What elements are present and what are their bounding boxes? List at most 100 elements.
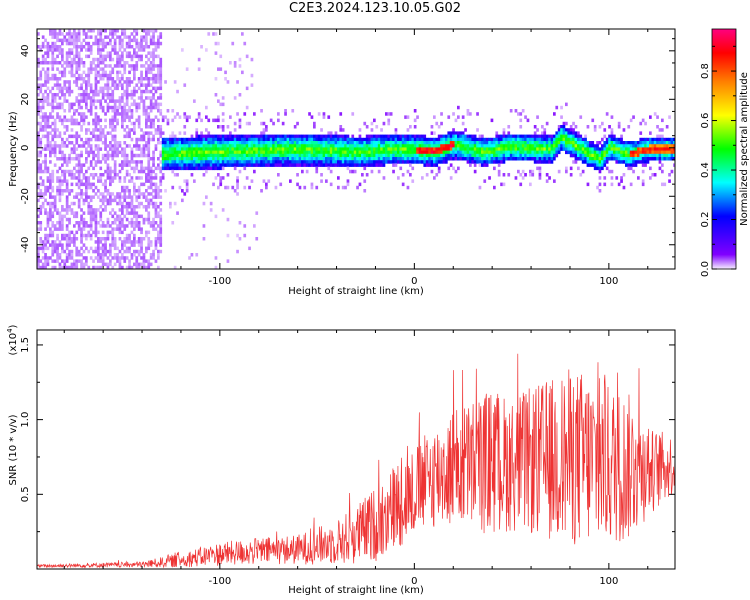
spectrogram-cell — [73, 176, 76, 180]
spectrogram-cell — [440, 134, 443, 139]
spectrogram-cell — [159, 67, 163, 71]
spectrogram-cell — [603, 134, 607, 139]
spectrogram-cell — [658, 153, 662, 158]
spectrogram-cell — [425, 160, 429, 164]
spectrogram-cell — [123, 163, 127, 167]
spectrogram-cell — [75, 134, 79, 139]
spectrogram-cell — [109, 51, 112, 55]
spectrogram-cell — [207, 147, 211, 151]
spectrogram-cell — [327, 166, 331, 171]
spectrogram-cell — [37, 57, 40, 62]
spectrogram-cell — [411, 147, 415, 151]
spectrogram-cell — [255, 147, 259, 151]
spectrogram-cell — [478, 144, 482, 148]
spectrogram-cell — [641, 169, 645, 174]
spectrogram-cell — [365, 173, 369, 177]
spectrogram-cell — [89, 144, 93, 148]
spectrogram-cell — [68, 41, 71, 46]
spectrogram-cell — [101, 259, 105, 263]
spectrogram-cell — [421, 157, 424, 161]
spectrogram-cell — [445, 144, 448, 148]
spectrogram-cell — [577, 166, 580, 171]
spectrogram-cell — [58, 256, 62, 260]
spectrogram-cell — [147, 262, 151, 267]
spectrogram-cell — [567, 134, 571, 139]
spectrogram-cell — [159, 41, 163, 46]
spectrogram-cell — [82, 224, 86, 228]
spectrogram-cell — [634, 153, 638, 158]
spectrogram-cell — [82, 32, 86, 36]
spectrogram-cell — [123, 118, 127, 123]
spectrogram-cell — [495, 131, 499, 135]
spectrogram-cell — [159, 86, 163, 91]
spectrogram-cell — [243, 160, 247, 164]
spectrogram-cell — [490, 137, 494, 142]
spectrogram-cell — [519, 144, 523, 148]
spectrogram-cell — [111, 137, 115, 142]
spectrogram-cell — [404, 141, 407, 145]
spectrogram-cell — [557, 137, 561, 142]
spectrogram-cell — [121, 246, 124, 251]
spectrogram-cell — [135, 89, 139, 94]
spectrogram-cell — [118, 105, 122, 110]
spectrogram-cell — [97, 240, 100, 244]
spectrogram-cell — [569, 153, 573, 158]
spectrogram-cell — [253, 157, 256, 161]
spectrogram-cell — [101, 57, 105, 62]
spectrogram-cell — [130, 201, 134, 206]
spectrogram-cell — [135, 163, 139, 167]
spectrogram-cell — [521, 141, 525, 145]
spectrogram-cell — [423, 141, 427, 145]
spectrogram-cell — [101, 208, 105, 212]
spectrogram-cell — [293, 141, 297, 145]
spectrogram-cell — [87, 269, 90, 273]
spectrogram-cell — [41, 105, 45, 110]
spectrogram-cell — [99, 160, 103, 164]
spectrogram-cell — [147, 67, 151, 71]
spectrogram-cell — [243, 134, 247, 139]
spectrogram-cell — [75, 99, 79, 103]
spectrogram-cell — [101, 221, 105, 225]
spectrogram-cell — [649, 147, 652, 151]
spectrogram-cell — [610, 176, 614, 180]
spectrogram-cell — [457, 144, 460, 148]
spectrogram-cell — [37, 105, 40, 110]
spectrogram-cell — [615, 157, 619, 161]
spectrogram-cell — [87, 48, 91, 52]
spectrogram-cell — [121, 205, 124, 209]
spectrogram-cell — [325, 137, 328, 142]
spectrogram-cell — [308, 141, 311, 145]
spectrogram-cell — [123, 157, 127, 161]
spectrogram-cell — [586, 157, 590, 161]
spectrogram-cell — [485, 153, 489, 158]
spectrogram-cell — [233, 96, 237, 100]
spectrogram-cell — [142, 137, 146, 142]
spectrogram-cell — [41, 243, 45, 247]
spectrogram-cell — [495, 153, 499, 158]
spectrogram-cell — [157, 211, 160, 215]
spectrogram-cell — [416, 115, 419, 119]
spectrogram-cell — [101, 61, 105, 65]
spectrogram-cell — [41, 112, 45, 116]
spectrogram-cell — [620, 141, 623, 145]
spectrogram-cell — [260, 189, 263, 193]
spectrogram-cell — [593, 166, 597, 171]
spectrogram-cell — [327, 144, 331, 148]
spectrogram-cell — [61, 51, 64, 55]
spectrogram-cell — [553, 147, 556, 151]
spectrogram-cell — [145, 29, 148, 33]
spectrogram-cell — [262, 157, 266, 161]
spectrogram-cell — [77, 157, 81, 161]
spectrogram-cell — [610, 150, 614, 155]
spectrogram-cell — [418, 134, 422, 139]
spectrogram-cell — [51, 185, 55, 190]
spectrogram-cell — [135, 147, 139, 151]
spectrogram-cell — [341, 147, 345, 151]
spectrogram-cell — [149, 41, 153, 46]
spectrogram-cell — [190, 137, 194, 142]
spectrogram-cell — [356, 160, 359, 164]
spectrogram-cell — [97, 93, 100, 97]
spectrogram-cell — [185, 163, 189, 167]
spectrogram-cell — [37, 198, 40, 203]
spectrogram-cell — [353, 144, 357, 148]
